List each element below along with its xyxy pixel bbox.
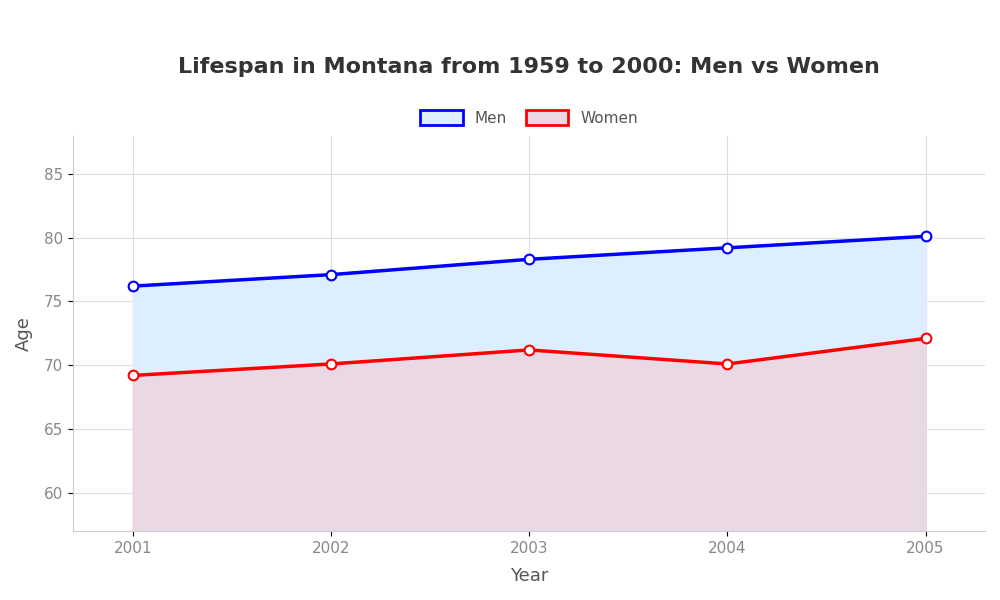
Y-axis label: Age: Age [15,316,33,351]
X-axis label: Year: Year [510,567,548,585]
Legend: Men, Women: Men, Women [414,104,644,132]
Title: Lifespan in Montana from 1959 to 2000: Men vs Women: Lifespan in Montana from 1959 to 2000: M… [178,57,880,77]
